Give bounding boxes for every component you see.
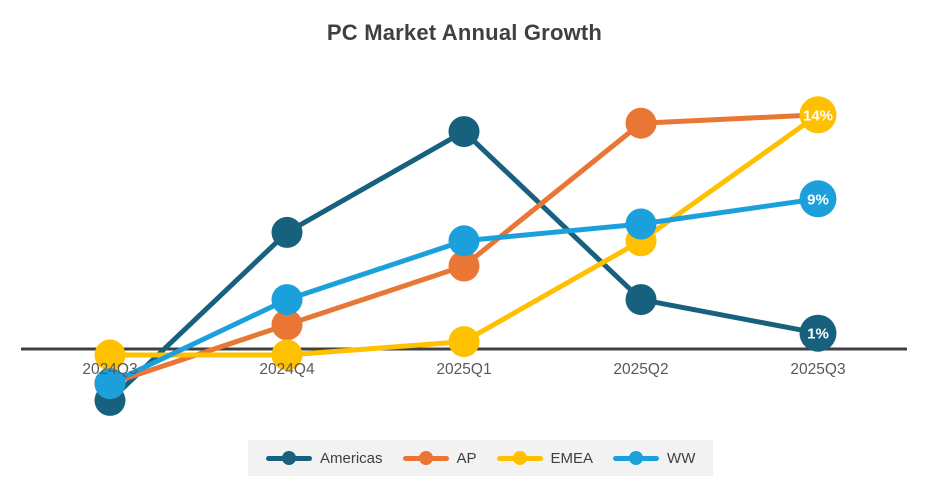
americas-line-swatch-icon <box>266 451 312 465</box>
data-point-ap <box>625 107 657 139</box>
emea-line-swatch-icon <box>496 451 543 465</box>
legend-item-ww: WW <box>613 450 695 467</box>
data-point-ww <box>94 368 126 400</box>
ap-line-swatch-icon <box>402 451 449 465</box>
americas-dot-icon <box>282 451 296 465</box>
plot-area: 1% 14% 9% 2024Q3 2024Q4 2025Q1 2025Q2 2025Q3 <box>21 96 907 416</box>
x-tick-label: 2024Q3 <box>82 361 137 378</box>
x-tick-label: 2024Q4 <box>259 361 315 378</box>
data-point-emea <box>94 339 126 371</box>
data-point-emea <box>271 339 303 371</box>
ww-line-swatch-icon <box>613 451 660 465</box>
data-point-ww <box>271 284 303 316</box>
data-label-ww: 9% <box>807 191 829 208</box>
x-tick-label: 2025Q3 <box>790 361 845 378</box>
ww-dot-icon <box>629 451 644 465</box>
data-point-americas <box>799 314 837 352</box>
legend-label: Americas <box>320 449 383 467</box>
x-tick-label: 2025Q1 <box>436 361 491 378</box>
data-point-ww <box>799 180 837 218</box>
data-point-ap <box>271 309 303 341</box>
data-label-emea: 14% <box>803 107 833 124</box>
data-point-ap <box>448 250 480 282</box>
data-point-emea <box>799 96 837 134</box>
data-point-americas <box>271 216 303 248</box>
legend: Americas AP EMEA WW <box>248 440 714 476</box>
legend-item-ap: AP <box>402 449 477 467</box>
data-label-americas: 1% <box>807 326 829 343</box>
legend-label: AP <box>456 449 477 467</box>
data-point-ww <box>448 225 480 257</box>
legend-label: EMEA <box>550 449 594 467</box>
ap-dot-icon <box>418 451 433 465</box>
data-point-emea <box>448 326 480 358</box>
legend-label: WW <box>667 449 696 467</box>
data-point-ww <box>625 208 657 240</box>
chart-title: PC Market Annual Growth <box>326 20 603 45</box>
data-point-americas <box>625 284 657 316</box>
legend-item-americas: Americas <box>266 450 383 467</box>
data-point-americas <box>448 116 480 148</box>
x-tick-label: 2025Q2 <box>613 361 668 378</box>
legend-item-emea: EMEA <box>496 449 594 467</box>
emea-dot-icon <box>512 451 527 465</box>
